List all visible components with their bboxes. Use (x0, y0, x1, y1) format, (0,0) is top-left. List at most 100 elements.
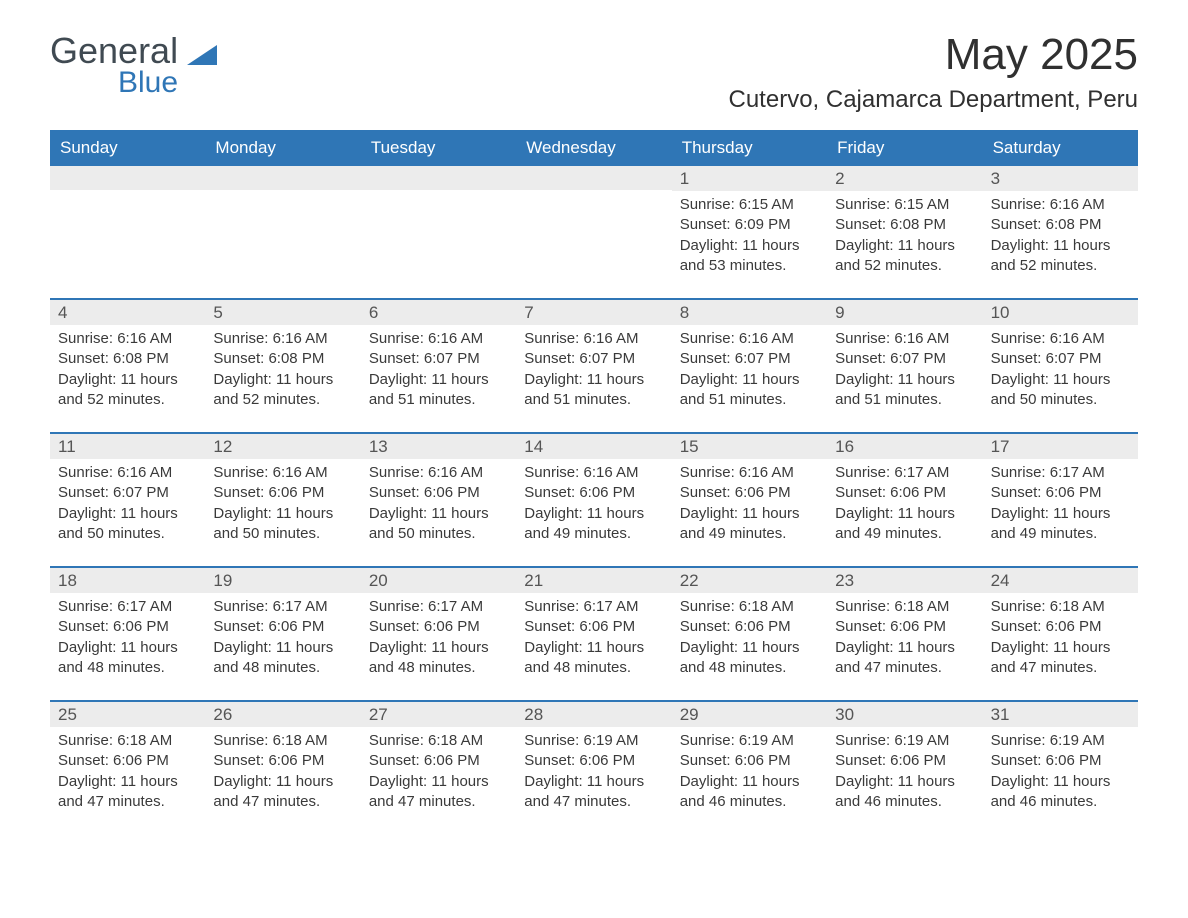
day-details: Sunrise: 6:17 AMSunset: 6:06 PMDaylight:… (516, 593, 671, 688)
day-details: Sunrise: 6:19 AMSunset: 6:06 PMDaylight:… (672, 727, 827, 822)
day-details: Sunrise: 6:16 AMSunset: 6:07 PMDaylight:… (672, 325, 827, 420)
daylight-text: Daylight: 11 hours and 48 minutes. (524, 638, 663, 679)
logo-triangle-icon (187, 45, 217, 72)
day-number (516, 166, 671, 190)
calendar-cell: 23Sunrise: 6:18 AMSunset: 6:06 PMDayligh… (827, 568, 982, 688)
sunset-text: Sunset: 6:06 PM (524, 617, 663, 637)
sunset-text: Sunset: 6:07 PM (369, 349, 508, 369)
sunset-text: Sunset: 6:06 PM (991, 751, 1130, 771)
calendar-cell: 9Sunrise: 6:16 AMSunset: 6:07 PMDaylight… (827, 300, 982, 420)
sunset-text: Sunset: 6:06 PM (58, 751, 197, 771)
daylight-text: Daylight: 11 hours and 50 minutes. (369, 504, 508, 545)
day-number: 13 (361, 434, 516, 459)
calendar-cell: 25Sunrise: 6:18 AMSunset: 6:06 PMDayligh… (50, 702, 205, 822)
calendar-cell: 3Sunrise: 6:16 AMSunset: 6:08 PMDaylight… (983, 166, 1138, 286)
day-details: Sunrise: 6:16 AMSunset: 6:06 PMDaylight:… (516, 459, 671, 554)
daylight-text: Daylight: 11 hours and 48 minutes. (680, 638, 819, 679)
calendar-cell: 14Sunrise: 6:16 AMSunset: 6:06 PMDayligh… (516, 434, 671, 554)
calendar-cell: 18Sunrise: 6:17 AMSunset: 6:06 PMDayligh… (50, 568, 205, 688)
calendar-cell: 21Sunrise: 6:17 AMSunset: 6:06 PMDayligh… (516, 568, 671, 688)
day-number: 12 (205, 434, 360, 459)
day-number (361, 166, 516, 190)
day-number: 5 (205, 300, 360, 325)
daylight-text: Daylight: 11 hours and 49 minutes. (835, 504, 974, 545)
day-details: Sunrise: 6:16 AMSunset: 6:08 PMDaylight:… (983, 191, 1138, 286)
sunset-text: Sunset: 6:06 PM (680, 751, 819, 771)
day-details: Sunrise: 6:16 AMSunset: 6:07 PMDaylight:… (983, 325, 1138, 420)
day-details: Sunrise: 6:19 AMSunset: 6:06 PMDaylight:… (516, 727, 671, 822)
sunrise-text: Sunrise: 6:19 AM (680, 731, 819, 751)
calendar-cell: 27Sunrise: 6:18 AMSunset: 6:06 PMDayligh… (361, 702, 516, 822)
daylight-text: Daylight: 11 hours and 50 minutes. (991, 370, 1130, 411)
day-number: 26 (205, 702, 360, 727)
day-number: 1 (672, 166, 827, 191)
sunset-text: Sunset: 6:06 PM (524, 751, 663, 771)
day-number: 17 (983, 434, 1138, 459)
sunrise-text: Sunrise: 6:16 AM (58, 329, 197, 349)
sunset-text: Sunset: 6:06 PM (835, 751, 974, 771)
day-details: Sunrise: 6:16 AMSunset: 6:06 PMDaylight:… (205, 459, 360, 554)
day-details: Sunrise: 6:16 AMSunset: 6:08 PMDaylight:… (205, 325, 360, 420)
sunset-text: Sunset: 6:07 PM (58, 483, 197, 503)
calendar-cell: 22Sunrise: 6:18 AMSunset: 6:06 PMDayligh… (672, 568, 827, 688)
day-details: Sunrise: 6:16 AMSunset: 6:07 PMDaylight:… (50, 459, 205, 554)
day-number: 29 (672, 702, 827, 727)
calendar-cell: 19Sunrise: 6:17 AMSunset: 6:06 PMDayligh… (205, 568, 360, 688)
day-number: 4 (50, 300, 205, 325)
sunset-text: Sunset: 6:06 PM (213, 483, 352, 503)
day-number: 23 (827, 568, 982, 593)
calendar-cell: 2Sunrise: 6:15 AMSunset: 6:08 PMDaylight… (827, 166, 982, 286)
day-header: Friday (827, 130, 982, 166)
day-header: Thursday (672, 130, 827, 166)
calendar-cell: 15Sunrise: 6:16 AMSunset: 6:06 PMDayligh… (672, 434, 827, 554)
daylight-text: Daylight: 11 hours and 50 minutes. (58, 504, 197, 545)
day-details: Sunrise: 6:17 AMSunset: 6:06 PMDaylight:… (361, 593, 516, 688)
calendar-body: 1Sunrise: 6:15 AMSunset: 6:09 PMDaylight… (50, 166, 1138, 822)
sunrise-text: Sunrise: 6:18 AM (58, 731, 197, 751)
sunrise-text: Sunrise: 6:16 AM (524, 463, 663, 483)
calendar-week: 4Sunrise: 6:16 AMSunset: 6:08 PMDaylight… (50, 298, 1138, 420)
day-number: 28 (516, 702, 671, 727)
sunrise-text: Sunrise: 6:18 AM (369, 731, 508, 751)
calendar-week: 18Sunrise: 6:17 AMSunset: 6:06 PMDayligh… (50, 566, 1138, 688)
daylight-text: Daylight: 11 hours and 51 minutes. (524, 370, 663, 411)
day-details: Sunrise: 6:18 AMSunset: 6:06 PMDaylight:… (827, 593, 982, 688)
day-number: 27 (361, 702, 516, 727)
sunrise-text: Sunrise: 6:17 AM (835, 463, 974, 483)
sunrise-text: Sunrise: 6:16 AM (369, 463, 508, 483)
day-header: Sunday (50, 130, 205, 166)
sunrise-text: Sunrise: 6:16 AM (58, 463, 197, 483)
sunrise-text: Sunrise: 6:17 AM (524, 597, 663, 617)
daylight-text: Daylight: 11 hours and 52 minutes. (213, 370, 352, 411)
daylight-text: Daylight: 11 hours and 47 minutes. (213, 772, 352, 813)
day-number: 2 (827, 166, 982, 191)
daylight-text: Daylight: 11 hours and 50 minutes. (213, 504, 352, 545)
sunrise-text: Sunrise: 6:18 AM (991, 597, 1130, 617)
calendar-cell: 7Sunrise: 6:16 AMSunset: 6:07 PMDaylight… (516, 300, 671, 420)
daylight-text: Daylight: 11 hours and 46 minutes. (835, 772, 974, 813)
sunset-text: Sunset: 6:07 PM (524, 349, 663, 369)
sunset-text: Sunset: 6:08 PM (58, 349, 197, 369)
calendar-cell (361, 166, 516, 286)
daylight-text: Daylight: 11 hours and 48 minutes. (369, 638, 508, 679)
calendar-cell: 8Sunrise: 6:16 AMSunset: 6:07 PMDaylight… (672, 300, 827, 420)
day-number: 19 (205, 568, 360, 593)
day-number: 6 (361, 300, 516, 325)
day-number (50, 166, 205, 190)
day-header: Saturday (983, 130, 1138, 166)
sunset-text: Sunset: 6:06 PM (369, 483, 508, 503)
sunset-text: Sunset: 6:07 PM (680, 349, 819, 369)
location-subtitle: Cutervo, Cajamarca Department, Peru (729, 86, 1139, 114)
sunrise-text: Sunrise: 6:16 AM (835, 329, 974, 349)
calendar-cell: 1Sunrise: 6:15 AMSunset: 6:09 PMDaylight… (672, 166, 827, 286)
day-number: 20 (361, 568, 516, 593)
sunset-text: Sunset: 6:07 PM (835, 349, 974, 369)
daylight-text: Daylight: 11 hours and 51 minutes. (369, 370, 508, 411)
daylight-text: Daylight: 11 hours and 52 minutes. (58, 370, 197, 411)
sunset-text: Sunset: 6:08 PM (991, 215, 1130, 235)
sunset-text: Sunset: 6:06 PM (835, 483, 974, 503)
day-number: 9 (827, 300, 982, 325)
calendar-cell: 29Sunrise: 6:19 AMSunset: 6:06 PMDayligh… (672, 702, 827, 822)
sunrise-text: Sunrise: 6:16 AM (524, 329, 663, 349)
sunrise-text: Sunrise: 6:18 AM (213, 731, 352, 751)
